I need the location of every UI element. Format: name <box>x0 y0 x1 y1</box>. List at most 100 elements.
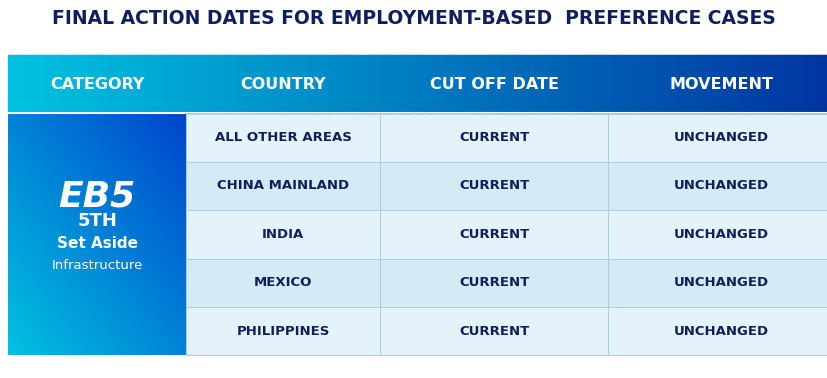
Bar <box>375 55 379 113</box>
Bar <box>273 55 276 113</box>
Bar <box>744 55 748 113</box>
Bar <box>438 55 442 113</box>
Bar <box>507 55 511 113</box>
Bar <box>306 55 309 113</box>
Bar <box>576 55 580 113</box>
Bar <box>85 55 89 113</box>
Bar <box>730 55 734 113</box>
Bar <box>609 55 613 113</box>
Bar <box>560 55 563 113</box>
Bar <box>753 55 756 113</box>
Bar <box>237 55 241 113</box>
Bar <box>471 55 475 113</box>
Bar <box>670 55 673 113</box>
Bar <box>626 55 629 113</box>
Bar <box>430 55 433 113</box>
Bar <box>186 259 827 307</box>
Bar <box>634 55 638 113</box>
Bar <box>47 55 50 113</box>
Bar <box>535 55 538 113</box>
Bar <box>692 55 696 113</box>
Bar <box>548 55 552 113</box>
Bar <box>783 55 786 113</box>
Bar <box>163 55 166 113</box>
Bar <box>64 55 67 113</box>
Bar <box>262 55 265 113</box>
Bar <box>130 55 133 113</box>
Bar <box>171 55 174 113</box>
Bar <box>606 55 610 113</box>
Bar <box>810 55 814 113</box>
Bar <box>17 55 20 113</box>
Text: CHINA MAINLAND: CHINA MAINLAND <box>218 180 349 192</box>
Bar <box>648 55 652 113</box>
Bar <box>345 55 348 113</box>
Text: UNCHANGED: UNCHANGED <box>674 325 769 338</box>
Bar <box>366 55 370 113</box>
Bar <box>193 55 197 113</box>
Bar <box>711 55 715 113</box>
Bar <box>705 55 710 113</box>
Bar <box>676 55 679 113</box>
Text: CURRENT: CURRENT <box>459 325 529 338</box>
Bar <box>678 55 681 113</box>
Bar <box>165 55 169 113</box>
Bar <box>424 55 428 113</box>
Bar <box>513 55 516 113</box>
Text: MEXICO: MEXICO <box>254 276 313 289</box>
Bar <box>31 55 34 113</box>
Bar <box>403 55 406 113</box>
Bar <box>58 55 61 113</box>
Bar <box>455 55 458 113</box>
Bar <box>93 55 98 113</box>
Bar <box>631 55 635 113</box>
Bar <box>742 55 745 113</box>
Bar <box>383 55 387 113</box>
Bar <box>552 55 555 113</box>
Bar <box>83 55 86 113</box>
Bar <box>684 55 687 113</box>
Bar <box>72 55 75 113</box>
Bar <box>573 55 577 113</box>
Bar <box>333 55 337 113</box>
Bar <box>659 55 662 113</box>
Bar <box>697 55 701 113</box>
Text: UNCHANGED: UNCHANGED <box>674 131 769 144</box>
Bar <box>700 55 704 113</box>
Bar <box>637 55 640 113</box>
Text: COUNTRY: COUNTRY <box>241 77 326 91</box>
Bar <box>515 55 519 113</box>
Bar <box>39 55 42 113</box>
Text: PHILIPPINES: PHILIPPINES <box>237 325 330 338</box>
Bar <box>80 55 84 113</box>
Bar <box>267 55 271 113</box>
Bar <box>358 55 362 113</box>
Text: Infrastructure: Infrastructure <box>51 259 143 272</box>
Bar <box>802 55 805 113</box>
Bar <box>182 55 185 113</box>
Bar <box>714 55 718 113</box>
Bar <box>428 55 431 113</box>
Bar <box>585 55 588 113</box>
Bar <box>703 55 706 113</box>
Bar <box>689 55 693 113</box>
Bar <box>808 55 811 113</box>
Text: ALL OTHER AREAS: ALL OTHER AREAS <box>215 131 351 144</box>
Bar <box>656 55 660 113</box>
Bar <box>667 55 671 113</box>
Bar <box>494 55 497 113</box>
Bar <box>747 55 751 113</box>
Bar <box>108 55 111 113</box>
Bar <box>725 55 729 113</box>
Bar <box>209 55 213 113</box>
Bar <box>234 55 238 113</box>
Bar <box>662 55 665 113</box>
Bar <box>538 55 541 113</box>
Bar <box>174 55 177 113</box>
Bar <box>19 55 23 113</box>
Bar <box>27 55 31 113</box>
Bar <box>347 55 351 113</box>
Bar <box>411 55 414 113</box>
Bar <box>287 55 290 113</box>
Bar <box>629 55 632 113</box>
